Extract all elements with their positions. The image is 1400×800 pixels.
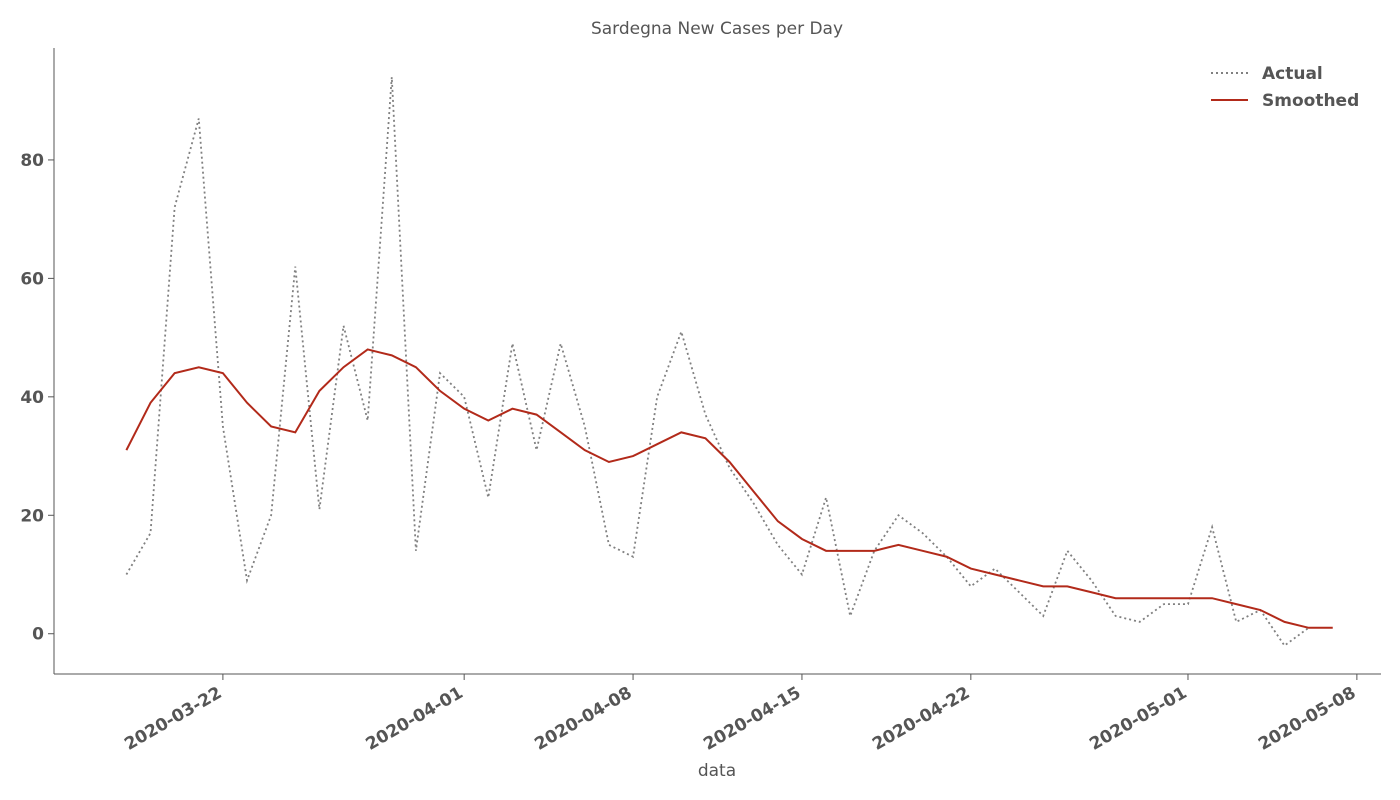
x-tick-label: 2020-03-22 (121, 683, 225, 755)
x-axis-label: data (698, 761, 736, 781)
x-tick-label: 2020-04-15 (700, 683, 804, 755)
x-tick-label: 2020-04-22 (869, 683, 973, 755)
legend-label: Smoothed (1262, 91, 1359, 111)
chart-title: Sardegna New Cases per Day (591, 19, 843, 39)
y-tick-label: 0 (32, 625, 44, 645)
legend-label: Actual (1262, 64, 1323, 84)
series-line (125, 348, 1333, 629)
series-line (125, 76, 1310, 647)
x-tick-label: 2020-05-08 (1255, 683, 1359, 755)
x-tick-label: 2020-05-01 (1086, 683, 1190, 755)
y-tick-label: 20 (20, 506, 44, 526)
y-tick-label: 80 (20, 151, 44, 171)
y-tick-label: 40 (20, 388, 44, 408)
x-tick-label: 2020-04-01 (362, 683, 466, 755)
y-tick-label: 60 (20, 269, 44, 289)
x-tick-label: 2020-04-08 (531, 683, 635, 755)
